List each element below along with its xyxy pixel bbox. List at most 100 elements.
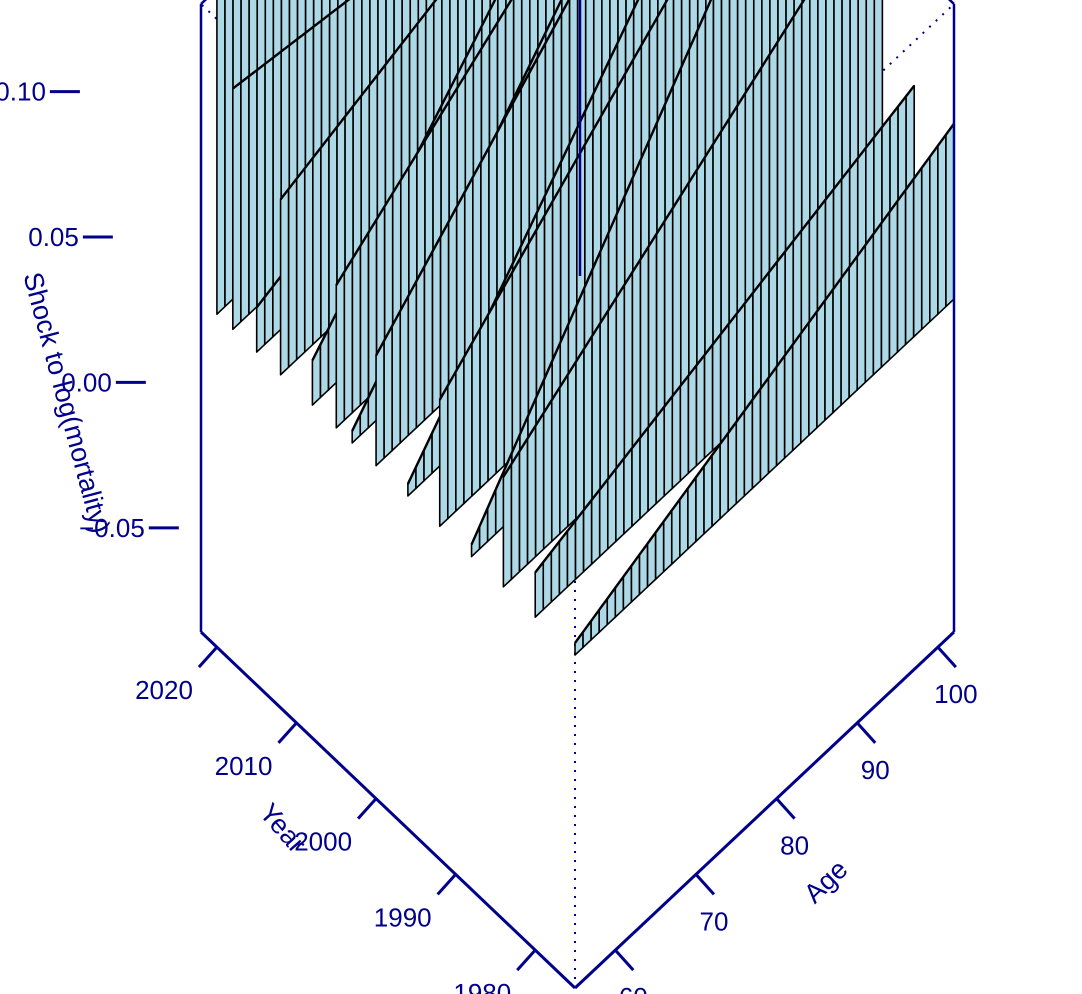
year-tick-label: 2000: [294, 827, 352, 857]
surface-facet: [735, 410, 746, 505]
surface-facet: [526, 424, 537, 565]
surface-profile-1975: [574, 122, 955, 656]
age-tick-label: 60: [619, 982, 648, 994]
surface-profile-outline: [279, 0, 438, 201]
surface-profile-outline: [470, 0, 713, 546]
z-tick-label: 0.05: [28, 222, 79, 252]
surface-facet: [727, 421, 738, 512]
surface-facet: [727, 312, 738, 437]
surface-facet: [391, 310, 402, 452]
surface-facet: [518, 437, 529, 573]
z-tick-label: 0.10: [0, 77, 46, 107]
surface-profile-outline: [335, 0, 513, 286]
surface-facet: [832, 277, 842, 414]
surface-facet: [407, 280, 418, 437]
surface-facet: [287, 177, 298, 368]
surface-facet: [695, 354, 706, 467]
surface-facet: [623, 271, 634, 475]
surface-facet: [351, 244, 362, 414]
surface-facet: [240, 75, 250, 323]
year-tick-label: 1980: [453, 978, 511, 994]
year-tick: [436, 873, 457, 896]
surface-facet: [279, 188, 290, 376]
surface-facet: [439, 220, 450, 406]
surface-facet: [224, 0, 234, 308]
age-tick: [936, 646, 957, 669]
surface-facet: [663, 395, 674, 497]
surface-facet: [711, 333, 722, 452]
surface-facet: [607, 296, 618, 490]
surface-facet: [534, 412, 545, 558]
surface-profile-outline: [375, 0, 571, 357]
surface-profile-outline: [502, 0, 806, 478]
age-axis: 60 70 80 90 100: [614, 646, 978, 994]
surface-facet: [671, 385, 682, 490]
surface-facet: [631, 258, 642, 467]
age-axis-title: Age: [798, 854, 853, 909]
z-axis-title: Shock to log(mortality): [17, 269, 115, 536]
surface-facet: [399, 295, 410, 444]
surface-facet: [559, 373, 569, 535]
surface-facet: [655, 405, 666, 505]
surface-facet: [736, 302, 746, 429]
surface-facet: [446, 370, 457, 520]
surface-facet: [719, 432, 730, 520]
surface-facet: [264, 56, 274, 300]
surface-facet: [791, 332, 802, 452]
year-tick: [516, 949, 537, 972]
surface-facet: [896, 189, 907, 353]
surface-facet: [606, 468, 617, 550]
surface-facet: [759, 376, 770, 482]
surface-facet: [312, 146, 322, 346]
surface-facet: [904, 178, 915, 346]
surface-facet: [639, 245, 650, 459]
surface-facet: [824, 288, 834, 421]
year-tick: [277, 721, 298, 744]
surface-facet: [929, 144, 939, 323]
age-tick-label: 80: [780, 831, 809, 861]
age-baseline: [573, 630, 956, 990]
surface-facet: [920, 155, 931, 331]
surface-facet: [848, 255, 859, 399]
surface-facet: [703, 454, 713, 535]
surface-facet: [495, 285, 506, 475]
surface-facet: [888, 200, 899, 361]
surface-facet: [471, 328, 481, 497]
surface-profile-outline: [438, 0, 669, 401]
surface-facet: [912, 167, 923, 338]
surface-facet: [320, 136, 330, 338]
age-tick: [775, 797, 796, 820]
surface-facet: [567, 360, 577, 528]
surface-facet: [303, 157, 314, 353]
surface-facet: [582, 499, 593, 573]
surface-facet: [767, 365, 778, 475]
surface-facet: [623, 447, 633, 535]
surface-facet: [550, 386, 561, 543]
surface-facet: [719, 323, 730, 444]
surface-facet: [703, 343, 714, 459]
surface-facet: [783, 343, 794, 459]
surface-profile-outline: [574, 122, 955, 644]
surface-mesh: [216, 0, 955, 656]
year-tick-label: 2020: [135, 675, 193, 705]
surface-facet: [248, 69, 258, 315]
surface-facet: [599, 309, 610, 497]
surface-facet: [383, 325, 393, 459]
surface-facet: [463, 342, 473, 505]
surface-facet: [511, 257, 522, 459]
surface-facet: [232, 81, 242, 331]
surface-facet: [711, 443, 721, 528]
surface-facet: [615, 457, 625, 543]
surface-facet: [542, 399, 553, 550]
year-axis: 1980 1990 2000 2010 2020: [135, 646, 537, 994]
year-tick: [197, 646, 219, 669]
age-tick: [614, 949, 635, 972]
surface-facet: [647, 416, 657, 512]
surface-facet: [423, 250, 434, 421]
surface-facet: [478, 507, 489, 550]
surface-facet: [479, 313, 489, 490]
surface-facet: [438, 384, 449, 528]
surface-facet: [631, 437, 641, 528]
year-tick-label: 1990: [374, 902, 432, 932]
